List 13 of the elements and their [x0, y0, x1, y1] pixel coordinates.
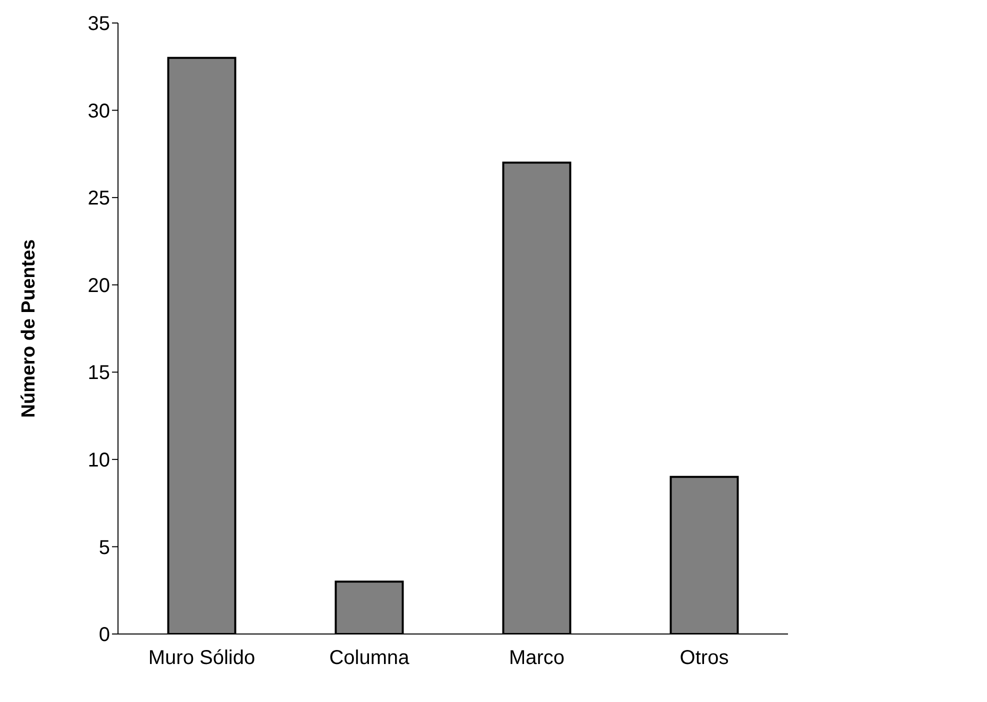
y-tick-label: 20	[88, 274, 110, 297]
x-tick-label: Marco	[508, 647, 565, 670]
y-tick-label: 30	[88, 100, 110, 122]
y-tick-label: 5	[98, 536, 110, 559]
x-tick-label: Columna	[329, 647, 410, 670]
y-tick-label: 0	[98, 624, 110, 646]
y-tick-label: 35	[88, 13, 110, 36]
y-tick-label: 10	[88, 450, 110, 472]
x-tick-label: Muro Sólido	[148, 647, 256, 670]
y-tick-label: 25	[88, 188, 110, 210]
y-axis-title: Número de Puentes	[18, 239, 40, 418]
x-tick-label: Otros	[680, 647, 729, 670]
y-tick-label: 15	[88, 362, 110, 384]
